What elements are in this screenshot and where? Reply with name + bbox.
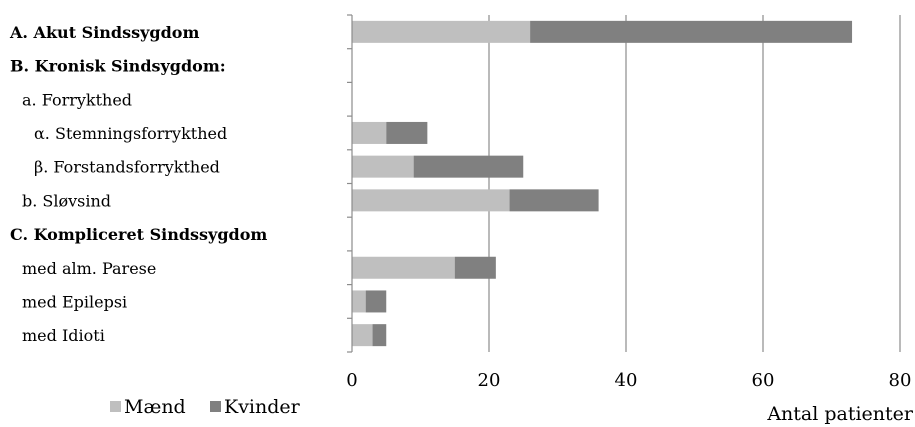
category-label: β. Forstandsforrykthed	[34, 158, 220, 177]
category-label: B. Kronisk Sindsygdom:	[10, 57, 226, 76]
bars	[352, 20, 853, 347]
y-axis	[347, 14, 353, 353]
category-label: med alm. Parese	[22, 259, 156, 278]
bar-maend	[352, 256, 455, 279]
bar-kvinder	[413, 155, 524, 178]
bar-maend	[352, 121, 387, 144]
bar-maend	[352, 20, 531, 43]
gridlines	[488, 15, 901, 352]
bar-kvinder	[386, 121, 428, 144]
x-tick-label: 20	[478, 370, 501, 391]
category-labels: A. Akut Sindssygdom B. Kronisk Sindsygdom…	[9, 23, 267, 345]
legend: Mænd Kvinder	[110, 396, 301, 418]
category-label: α. Stemningsforrykthed	[34, 124, 227, 143]
x-axis-title: Antal patienter	[766, 403, 914, 425]
x-tick-label: 0	[346, 370, 357, 391]
bar-kvinder	[454, 256, 496, 279]
bar-maend	[352, 290, 366, 313]
legend-swatch	[110, 401, 121, 412]
category-label: C. Kompliceret Sindssygdom	[10, 225, 267, 244]
bar-maend	[352, 189, 510, 212]
x-tick-labels: 0 20 40 60 80	[346, 370, 911, 391]
bar-kvinder	[365, 290, 387, 313]
x-tick-label: 80	[889, 370, 912, 391]
category-label: A. Akut Sindssygdom	[9, 23, 199, 42]
legend-swatch	[210, 401, 221, 412]
legend-label: Mænd	[124, 396, 186, 418]
bar-kvinder	[530, 20, 853, 43]
x-tick-label: 40	[615, 370, 638, 391]
category-label: a. Forrykthed	[22, 90, 132, 109]
category-label: med Idioti	[22, 326, 105, 345]
x-tick-label: 60	[752, 370, 775, 391]
bar-kvinder	[509, 189, 599, 212]
legend-label: Kvinder	[224, 396, 301, 418]
category-label: med Epilepsi	[22, 292, 127, 311]
bar-kvinder	[372, 324, 387, 347]
category-label: b. Sløvsind	[22, 191, 111, 210]
bar-maend	[352, 155, 414, 178]
bar-maend	[352, 324, 373, 347]
